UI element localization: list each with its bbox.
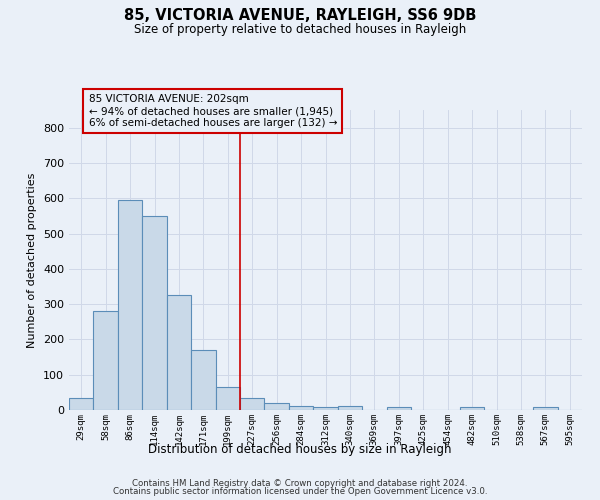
Bar <box>386 407 411 410</box>
Text: Size of property relative to detached houses in Rayleigh: Size of property relative to detached ho… <box>134 22 466 36</box>
Bar <box>167 296 191 410</box>
Bar <box>94 311 118 410</box>
Bar <box>142 216 167 410</box>
Bar <box>215 387 240 410</box>
Y-axis label: Number of detached properties: Number of detached properties <box>28 172 37 348</box>
Bar <box>69 398 94 410</box>
Bar <box>118 200 142 410</box>
Bar <box>191 350 215 410</box>
Text: Distribution of detached houses by size in Rayleigh: Distribution of detached houses by size … <box>148 442 452 456</box>
Text: Contains HM Land Registry data © Crown copyright and database right 2024.: Contains HM Land Registry data © Crown c… <box>132 478 468 488</box>
Bar <box>240 398 265 410</box>
Bar <box>265 403 289 410</box>
Bar <box>533 407 557 410</box>
Bar <box>338 406 362 410</box>
Bar <box>460 407 484 410</box>
Text: 85, VICTORIA AVENUE, RAYLEIGH, SS6 9DB: 85, VICTORIA AVENUE, RAYLEIGH, SS6 9DB <box>124 8 476 22</box>
Bar <box>289 406 313 410</box>
Text: 85 VICTORIA AVENUE: 202sqm
← 94% of detached houses are smaller (1,945)
6% of se: 85 VICTORIA AVENUE: 202sqm ← 94% of deta… <box>89 94 337 128</box>
Text: Contains public sector information licensed under the Open Government Licence v3: Contains public sector information licen… <box>113 487 487 496</box>
Bar <box>313 407 338 410</box>
